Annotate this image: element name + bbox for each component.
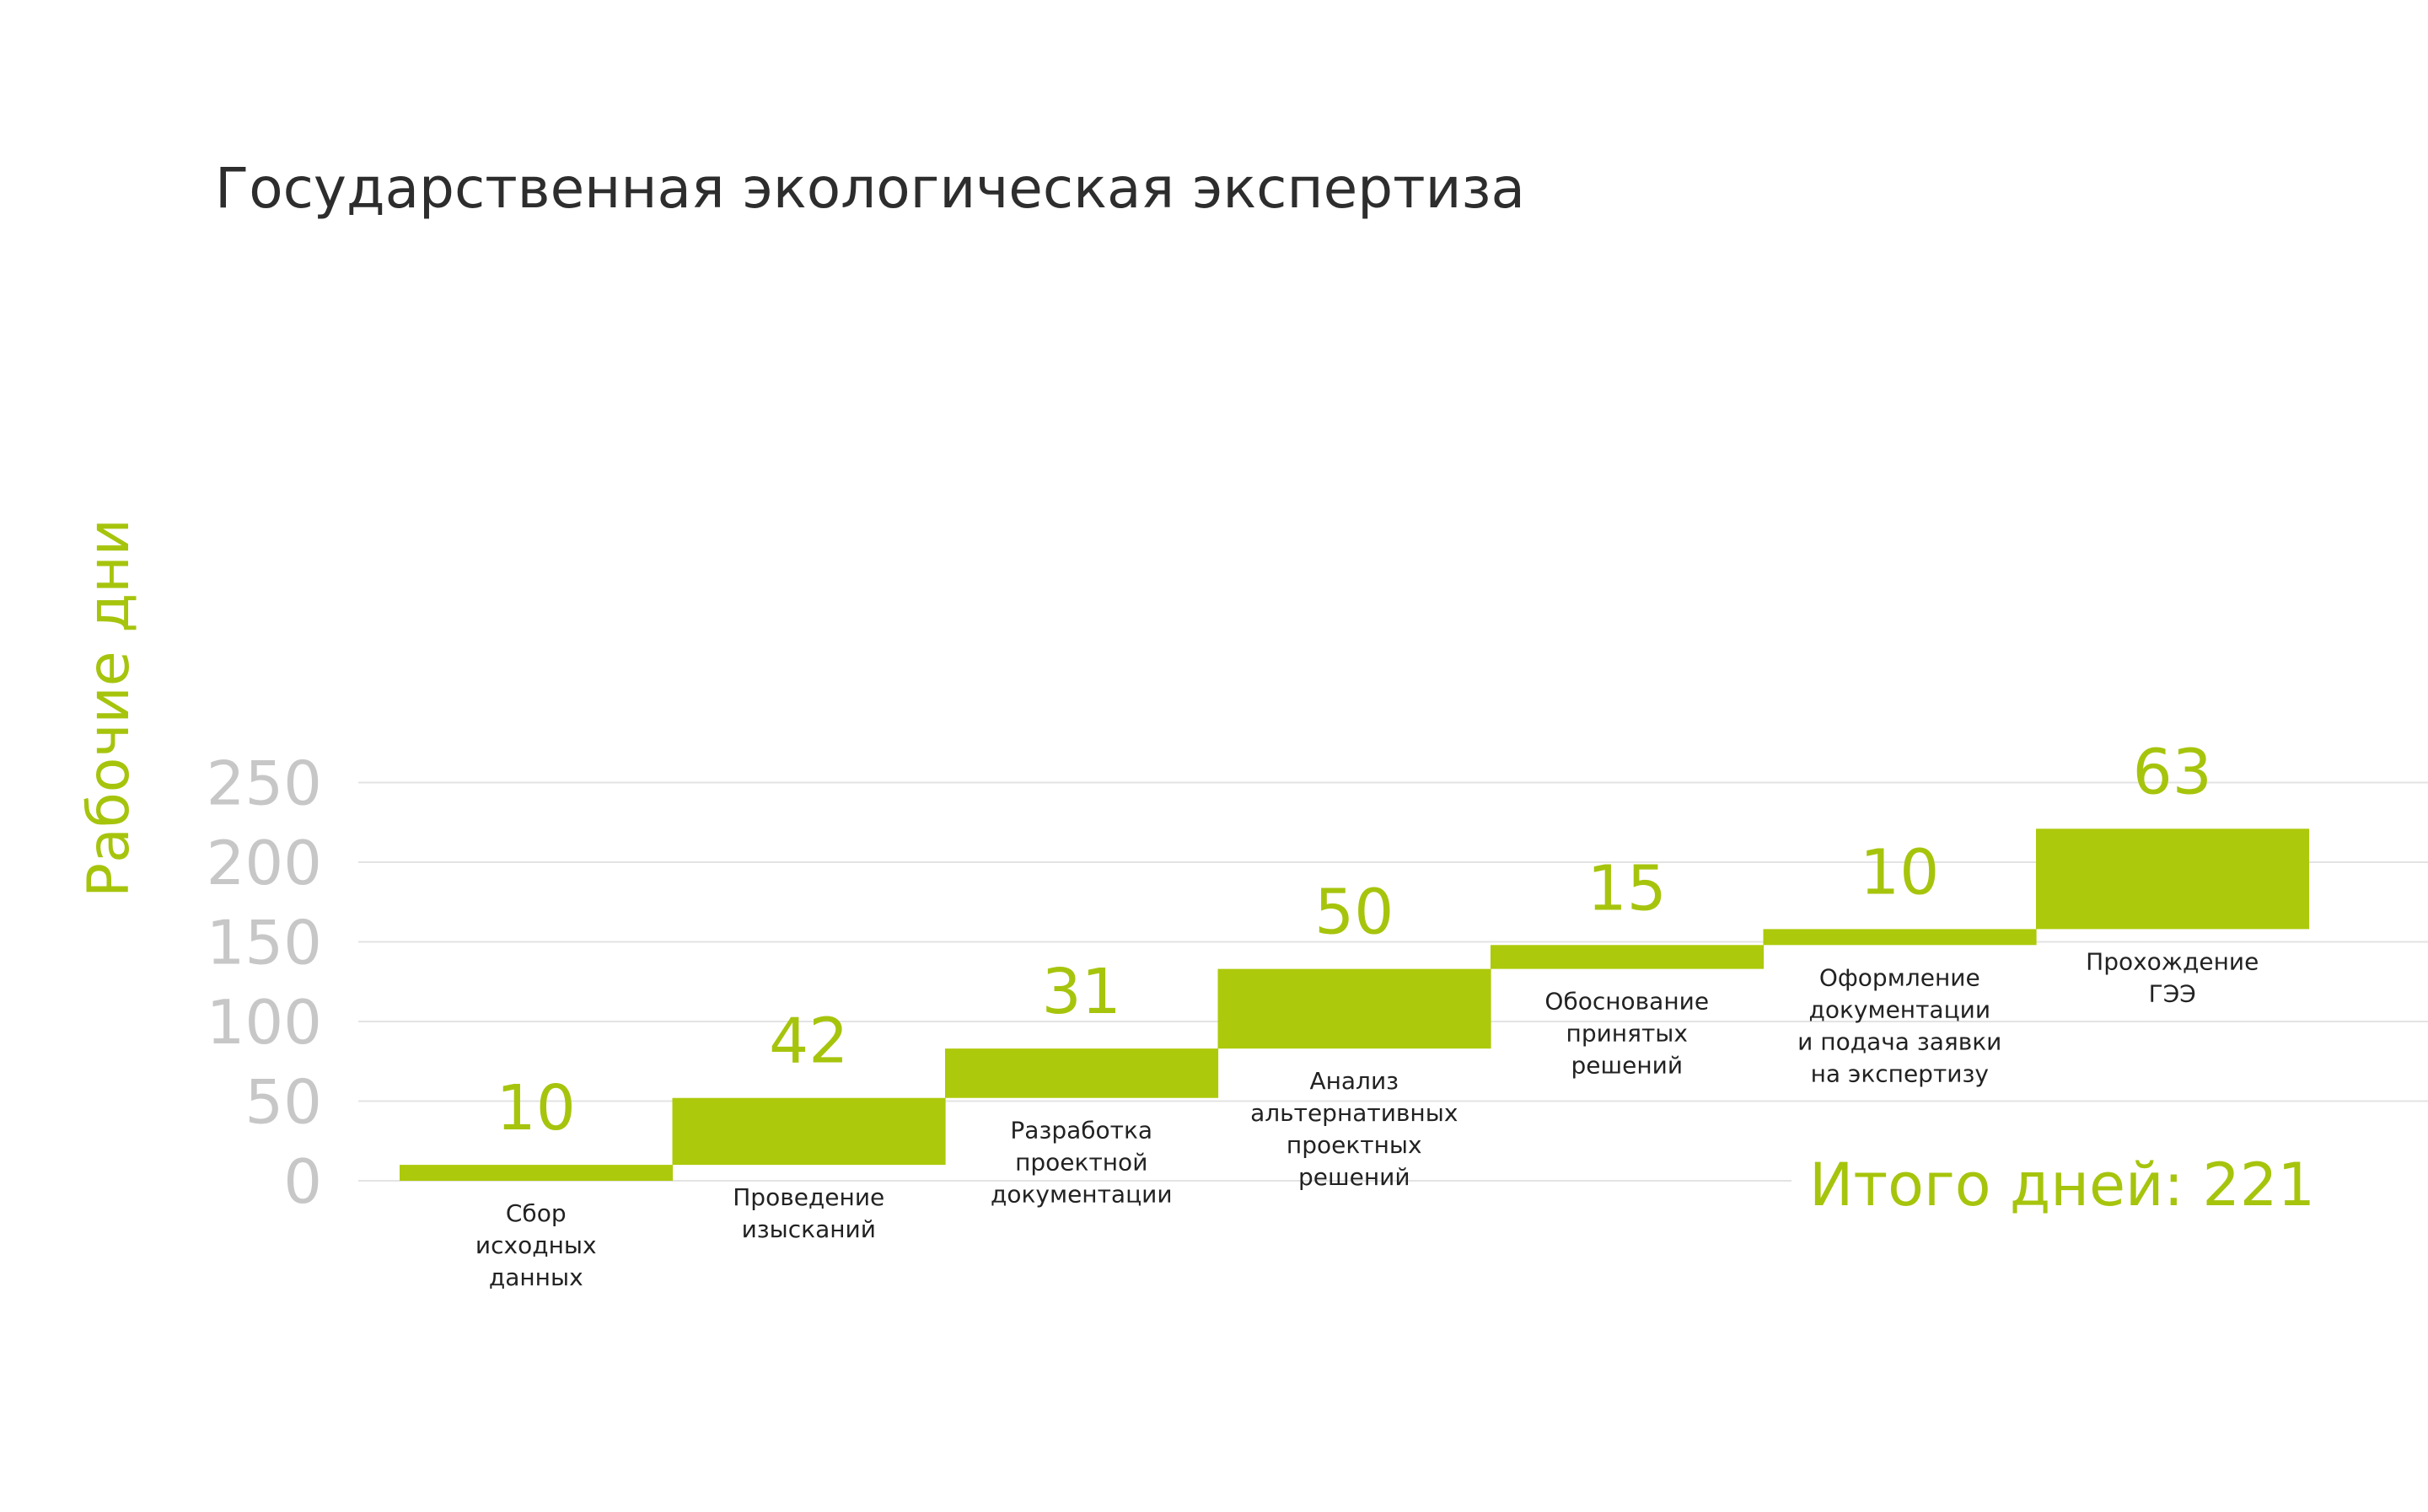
value-label-1: 10 — [497, 1072, 576, 1145]
category-labels: Сбор исходных данных Проведение изысканий Раз… — [475, 947, 2259, 1291]
value-label-6: 10 — [1860, 836, 1939, 909]
bar-6 — [1763, 929, 2037, 946]
y-tick-label: 50 — [244, 1067, 322, 1138]
value-label-4: 50 — [1314, 877, 1394, 949]
bar-4 — [1217, 968, 1491, 1049]
y-tick-label: 100 — [207, 987, 322, 1058]
y-tick-label: 150 — [207, 908, 322, 979]
value-label-5: 15 — [1587, 852, 1667, 925]
bar-5 — [1491, 945, 1765, 969]
value-label-2: 42 — [769, 1005, 848, 1078]
category-label-7: Прохождение ГЭЭ — [2086, 947, 2259, 1007]
y-tick-label: 250 — [207, 748, 322, 819]
y-axis-ticks: 0 50 100 150 200 250 — [207, 748, 322, 1218]
bar-1 — [400, 1165, 674, 1181]
total-days-label: Итого дней: 221 — [1809, 1150, 2315, 1220]
y-tick-label: 200 — [207, 828, 322, 898]
chart-title: Государственная экологическая экспертиза — [215, 156, 1525, 221]
category-label-1: Сбор исходных данных — [475, 1199, 597, 1291]
category-label-5: Обоснование принятых решений — [1544, 988, 1709, 1080]
category-label-3: Разработка проектной документации — [991, 1117, 1173, 1209]
value-labels: 10 42 31 50 15 10 63 — [497, 736, 2212, 1145]
category-label-2: Проведение изысканий — [733, 1183, 884, 1243]
bars — [400, 828, 2310, 1181]
value-label-7: 63 — [2133, 736, 2212, 808]
bar-7 — [2036, 828, 2310, 930]
category-label-6: Оформление документации и подача заявки на … — [1797, 963, 2001, 1087]
value-label-3: 31 — [1042, 956, 1121, 1028]
bar-2 — [672, 1097, 946, 1166]
y-axis-label: Рабочие дни — [76, 518, 142, 898]
category-label-4: Анализ альтернативных проектных решений — [1250, 1067, 1458, 1191]
y-tick-label: 0 — [283, 1146, 322, 1217]
bar-3 — [945, 1048, 1219, 1098]
